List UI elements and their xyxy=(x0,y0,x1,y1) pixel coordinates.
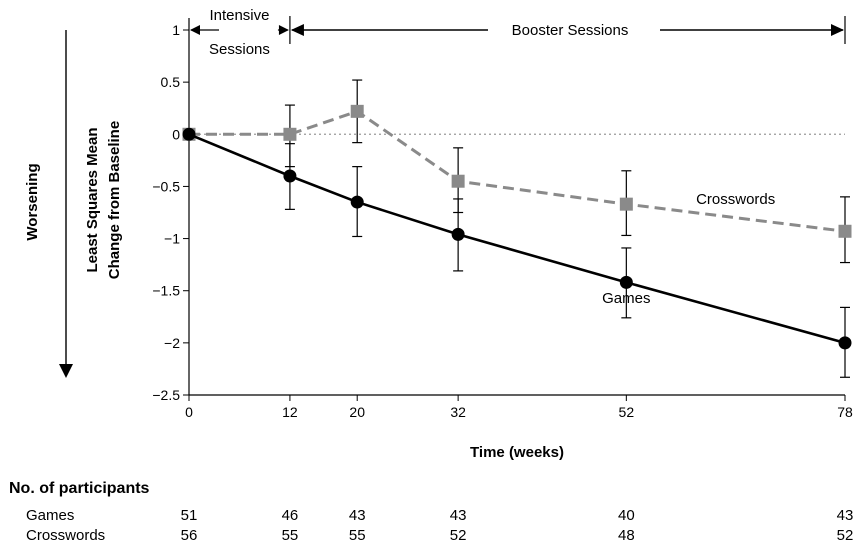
y-tick-label: 0.5 xyxy=(161,74,181,90)
x-tick-label: 32 xyxy=(450,404,466,420)
participants-count-cell: 43 xyxy=(836,507,854,524)
participants-count-cell: 52 xyxy=(449,527,467,544)
participants-count-cell: 43 xyxy=(348,507,366,524)
y-tick-label: −1.5 xyxy=(152,283,180,299)
x-tick-label: 12 xyxy=(282,404,298,420)
phase-label-intensive-line1: Intensive xyxy=(209,7,269,24)
crosswords-data-point xyxy=(451,174,465,188)
games-data-point xyxy=(350,195,364,209)
games-data-point xyxy=(451,227,465,241)
intensive-arrow-left-head xyxy=(190,25,200,35)
y-tick-label: −2.5 xyxy=(152,387,180,403)
phase-label-booster: Booster Sessions xyxy=(512,22,629,39)
games-series-label: Games xyxy=(602,290,650,307)
games-data-point xyxy=(182,127,196,141)
participants-count-cell: 52 xyxy=(836,527,854,544)
participants-count-cell: 55 xyxy=(281,527,299,544)
games-data-point xyxy=(838,336,852,350)
participants-count-cell: 40 xyxy=(617,507,635,524)
crosswords-series-line xyxy=(189,109,846,233)
games-series-line xyxy=(188,133,846,345)
participants-count-cell: 56 xyxy=(180,527,198,544)
participants-table-title: No. of participants xyxy=(9,480,150,497)
crosswords-series-label: Crosswords xyxy=(696,191,775,208)
y-tick-label: 1 xyxy=(172,22,180,38)
crosswords-data-point xyxy=(619,197,633,211)
worsening-arrow-head xyxy=(59,364,73,378)
participants-row-label: Games xyxy=(26,507,75,524)
participants-count-cell: 51 xyxy=(180,507,198,524)
games-data-point xyxy=(619,275,633,289)
participants-row-label: Crosswords xyxy=(26,527,106,544)
games-data-point xyxy=(283,169,297,183)
x-axis-title: Time (weeks) xyxy=(470,444,564,461)
crosswords-data-point xyxy=(350,104,364,118)
y-tick-label: −0.5 xyxy=(152,178,180,194)
x-tick-label: 0 xyxy=(185,404,193,420)
booster-arrow-right-head xyxy=(831,24,844,36)
y-axis-title-line: Change from Baseline xyxy=(106,121,123,279)
y-axis-title-line: Least Squares Mean xyxy=(84,127,101,272)
participants-count-cell: 46 xyxy=(281,507,299,524)
line-chart: 1 0.5 0 −0.5 −1 −1.5 −2 −2.5 0 12 20 32 52 78 Time (we… xyxy=(24,7,853,461)
y-tick-label: 0 xyxy=(172,126,180,142)
booster-arrow-left-head xyxy=(290,24,304,36)
x-tick-label: 20 xyxy=(349,404,365,420)
participants-count-cell: 48 xyxy=(617,527,635,544)
x-tick-label: 52 xyxy=(619,404,635,420)
phase-label-intensive-line2: Sessions xyxy=(209,41,270,58)
worsening-label: Worsening xyxy=(24,163,41,240)
y-tick-label: −1 xyxy=(164,231,180,247)
participants-count-cell: 55 xyxy=(348,527,366,544)
crosswords-data-point xyxy=(283,127,297,141)
x-tick-label: 78 xyxy=(837,404,853,420)
participants-count-cell: 43 xyxy=(449,507,467,524)
crosswords-data-point xyxy=(838,224,852,238)
y-tick-label: −2 xyxy=(164,335,180,351)
intensive-arrow-right-head xyxy=(278,25,289,35)
